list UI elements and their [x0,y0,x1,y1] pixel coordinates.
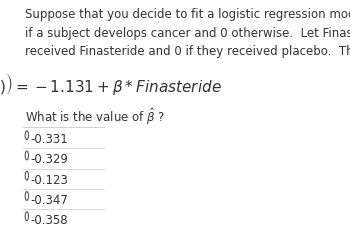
Text: received Finasteride and 0 if they received placebo.  The estimated logistic mod: received Finasteride and 0 if they recei… [25,45,350,58]
Text: -0.123: -0.123 [30,173,68,186]
Text: Suppose that you decide to fit a logistic regression model using these data.  Le: Suppose that you decide to fit a logisti… [25,8,350,21]
Text: -0.358: -0.358 [30,213,68,226]
Text: -0.331: -0.331 [30,133,68,145]
Text: -0.347: -0.347 [30,193,68,206]
Text: What is the value of $\hat{\beta}$ ?: What is the value of $\hat{\beta}$ ? [25,106,165,126]
Text: if a subject develops cancer and 0 otherwise.  Let Finasteride = 1 if a subject: if a subject develops cancer and 0 other… [25,27,350,40]
Text: $\mathit{logit}\left(\hat{P}(Y=1)\right) = -1.131 + \beta * \mathit{Finasteride}: $\mathit{logit}\left(\hat{P}(Y=1)\right)… [0,71,222,96]
Text: -0.329: -0.329 [30,153,68,166]
